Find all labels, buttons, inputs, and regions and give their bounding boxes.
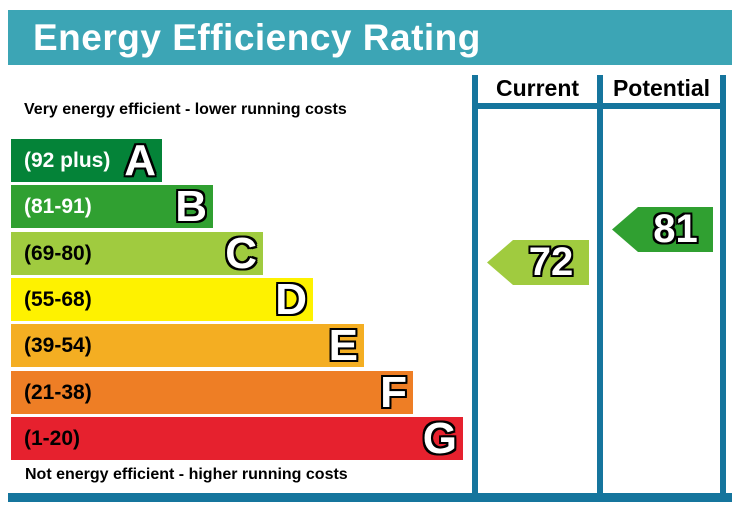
band-f-range: (21-38): [24, 381, 92, 404]
column-header-current: Current: [495, 75, 580, 101]
current-rating-arrow: 72: [487, 240, 589, 285]
band-f: (21-38) F: [11, 368, 413, 417]
band-f-letter: F: [380, 368, 407, 417]
frame-line-bottom: [8, 493, 732, 502]
band-c-range: (69-80): [24, 242, 92, 265]
band-d: (55-68) D: [11, 275, 313, 324]
band-g: (1-20) G: [11, 414, 463, 463]
current-rating-value: 72: [528, 240, 574, 284]
frame-line-right: [720, 75, 726, 493]
caption-not-efficient: Not energy efficient - higher running co…: [25, 466, 348, 483]
frame-line-header-underline: [472, 103, 726, 109]
band-e: (39-54) E: [11, 321, 364, 370]
band-a-letter: A: [124, 136, 156, 185]
band-g-range: (1-20): [24, 427, 81, 450]
column-header-potential: Potential: [612, 75, 711, 101]
band-c: (69-80) C: [11, 229, 263, 278]
frame-line-left: [472, 75, 478, 493]
band-b: (81-91) B: [11, 182, 213, 231]
band-b-letter: B: [175, 182, 207, 231]
band-a-range: (92 plus): [24, 149, 111, 172]
band-g-letter: G: [422, 414, 457, 463]
band-e-letter: E: [328, 321, 358, 370]
band-d-letter: D: [275, 275, 307, 324]
caption-very-efficient: Very energy efficient - lower running co…: [24, 101, 347, 118]
potential-rating-value: 81: [653, 207, 698, 251]
frame-line-middle: [597, 75, 603, 493]
band-c-letter: C: [225, 229, 257, 278]
band-d-range: (55-68): [24, 288, 92, 311]
potential-rating-arrow: 81: [612, 207, 713, 252]
band-a: (92 plus) A: [11, 136, 162, 185]
page-title: Energy Efficiency Rating: [8, 10, 732, 65]
band-b-range: (81-91): [24, 195, 92, 218]
band-e-range: (39-54): [24, 334, 92, 357]
